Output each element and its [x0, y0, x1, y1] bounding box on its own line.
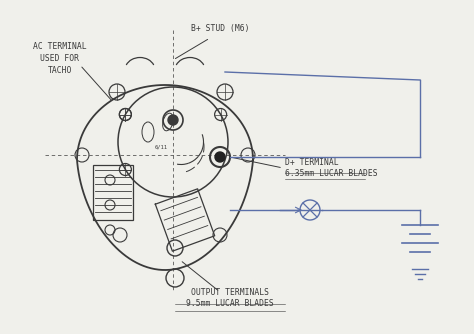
Text: 6/11: 6/11 [155, 145, 167, 150]
Circle shape [215, 152, 225, 162]
Circle shape [168, 115, 178, 125]
Text: OUTPUT TERMINALS
9.5mm LUCAR BLADES: OUTPUT TERMINALS 9.5mm LUCAR BLADES [186, 288, 274, 308]
Text: B+ STUD (M6): B+ STUD (M6) [191, 23, 249, 32]
Text: D+ TERMINAL
6.35mm LUCAR BLADES: D+ TERMINAL 6.35mm LUCAR BLADES [285, 158, 378, 178]
Text: AC TERMINAL
USED FOR
TACHO: AC TERMINAL USED FOR TACHO [33, 42, 87, 74]
Bar [93, 165, 133, 220]
